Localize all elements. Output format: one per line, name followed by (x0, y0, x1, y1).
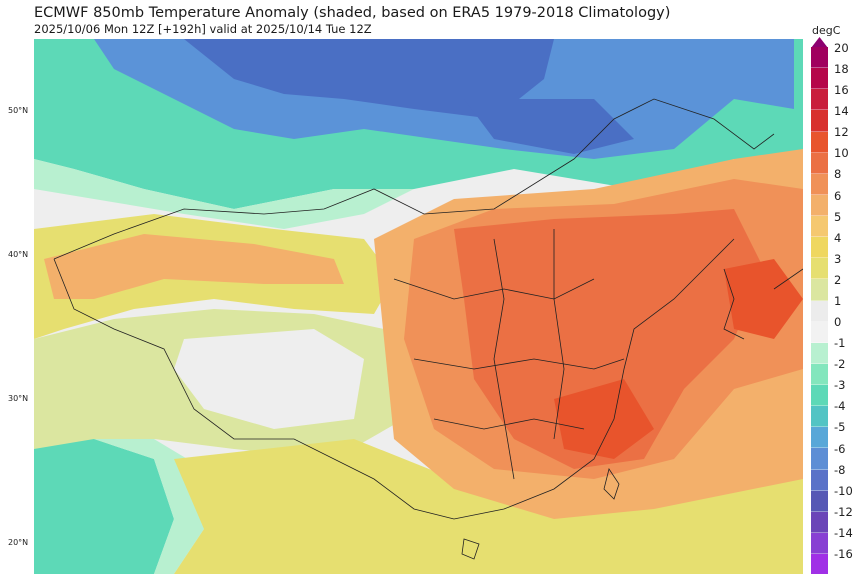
colorbar-tick-label: -8 (834, 462, 846, 477)
lat-label-50: 50°N (8, 106, 29, 115)
colorbar-tick-label: -5 (834, 420, 846, 435)
colorbar-segment (811, 279, 828, 301)
colorbar-segment (811, 406, 828, 428)
colorbar-tick-label: 16 (834, 83, 849, 98)
colorbar-tick-label: 10 (834, 146, 849, 161)
colorbar-tick-label: -6 (834, 441, 846, 456)
lat-label-20: 20°N (8, 538, 29, 547)
colorbar-tick-label: -12 (834, 504, 853, 519)
map-title: ECMWF 850mb Temperature Anomaly (shaded,… (34, 5, 671, 21)
colorbar-tick-label: 4 (834, 230, 842, 245)
colorbar-segment (811, 131, 828, 153)
east-red-orange (454, 209, 764, 469)
taiwan-coast (603, 468, 620, 500)
colorbar-segment (811, 173, 828, 195)
colorbar-tick-label: 14 (834, 104, 849, 119)
colorbar-segment (811, 47, 828, 69)
colorbar-tick-label: 18 (834, 62, 849, 77)
korea-coast (723, 268, 745, 340)
colorbar-tick-label: 6 (834, 188, 842, 203)
colorbar-segment (811, 363, 828, 385)
colorbar-segment (811, 554, 828, 575)
china-border-north (53, 98, 775, 260)
colorbar-tick-label: 5 (834, 209, 842, 224)
hainan-coast (461, 538, 480, 560)
province-line-3 (433, 418, 585, 430)
colorbar-segment (811, 68, 828, 90)
colorbar-tick-label: -4 (834, 399, 846, 414)
east-coastline (453, 238, 735, 520)
colorbar-segment (811, 110, 828, 132)
colorbar-tick-label: -10 (834, 483, 853, 498)
china-border-west (53, 258, 455, 520)
colorbar-unit: degC (812, 24, 841, 37)
colorbar-tick-label: -1 (834, 336, 846, 351)
colorbar-segment (811, 194, 828, 216)
province-line-5 (553, 229, 565, 440)
lat-label-40: 40°N (8, 250, 29, 259)
colorbar-segment (811, 490, 828, 512)
southwest-mint (94, 439, 204, 574)
colorbar-segment (811, 427, 828, 449)
colorbar-tick-label: 12 (834, 125, 849, 140)
anomaly-map (34, 39, 803, 574)
colorbar-segment (811, 300, 828, 322)
colorbar-tick-label: 3 (834, 251, 842, 266)
colorbar-tick-label: 0 (834, 315, 842, 330)
province-line-2 (413, 358, 625, 370)
colorbar-tick-label: -14 (834, 525, 853, 540)
colorbar-tick-label: 20 (834, 41, 849, 55)
lat-label-30: 30°N (8, 394, 29, 403)
mint-north-edge (34, 159, 414, 229)
province-line-1 (393, 278, 595, 300)
korea-red-core (724, 259, 803, 339)
colorbar-segment (811, 237, 828, 259)
colorbar-tick-label: 2 (834, 272, 842, 287)
colorbar-segment (811, 152, 828, 174)
south-yellow (174, 439, 803, 574)
deep-blue-core-east (464, 99, 634, 154)
colorbar-segment (811, 448, 828, 470)
colorbar-segment (811, 385, 828, 407)
colorbar-segment (811, 216, 828, 238)
colorbar-segment (811, 511, 828, 533)
colorbar-tick-label: -3 (834, 378, 846, 393)
colorbar-segment (811, 258, 828, 280)
province-line-4 (493, 238, 515, 480)
west-orange-band (44, 234, 344, 299)
colorbar-tick-label: -2 (834, 357, 846, 372)
colorbar-top-arrow (811, 37, 828, 48)
colorbar-tick-label: 1 (834, 293, 842, 308)
map-svg (34, 39, 803, 574)
colorbar-segment (811, 321, 828, 343)
east-red-core (554, 379, 654, 459)
boundary-lines (53, 98, 803, 560)
colorbar-segment (811, 532, 828, 554)
japan-coast (773, 268, 803, 290)
colorbar-tick-label: 8 (834, 167, 842, 182)
colorbar-segment (811, 342, 828, 364)
southwest-teal (34, 439, 174, 574)
colorbar (811, 47, 828, 575)
colorbar-segment (811, 469, 828, 491)
colorbar-segment (811, 89, 828, 111)
map-subtitle: 2025/10/06 Mon 12Z [+192h] valid at 2025… (34, 22, 372, 36)
colorbar-tick-label: -16 (834, 546, 853, 561)
tibet-neutral-area (174, 329, 364, 429)
deep-blue-core (184, 39, 554, 119)
